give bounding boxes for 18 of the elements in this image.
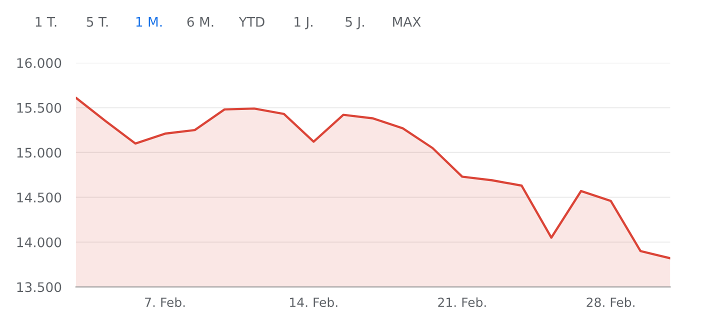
y-tick-label: 15.000 [17,148,62,158]
y-tick-label: 15.500 [17,102,62,113]
text: 1 J. [294,17,312,30]
x-tick-label: 7. Feb. [145,297,185,308]
text: MAX [393,17,421,27]
x-tick-label: 21. Feb. [438,297,486,308]
text: YTD [238,17,264,27]
y-tick-label: 13.500 [17,282,62,292]
text: 1 T. [36,17,56,27]
y-tick-label: 14.000 [17,237,62,248]
x-tick-label: 28. Feb. [586,297,634,308]
y-tick-label: 16.000 [17,58,62,68]
y-tick-label: 14.500 [17,192,62,202]
text: 6 M. [187,16,214,27]
text: 5 T. [86,17,108,27]
x-tick-label: 14. Feb. [290,297,338,308]
text: 5 J. [346,17,364,30]
text: 1 M. [136,17,162,27]
